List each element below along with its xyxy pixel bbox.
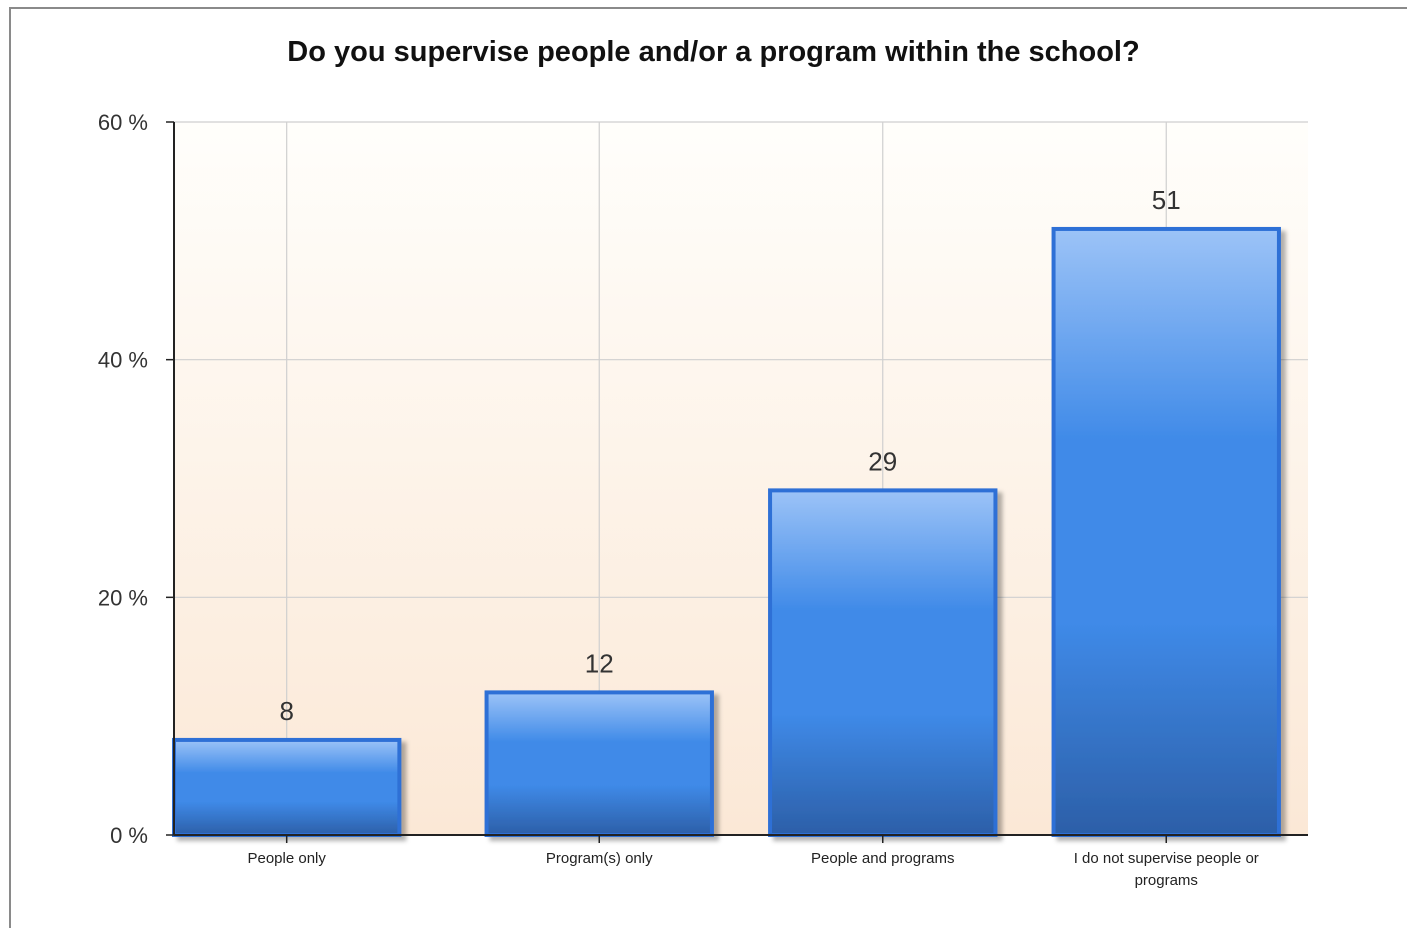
- x-tick-label: I do not supervise people or: [1074, 850, 1259, 867]
- x-tick-label: Program(s) only: [546, 850, 653, 867]
- x-tick-label: programs: [1135, 872, 1198, 889]
- y-tick-label: 0 %: [110, 823, 148, 848]
- bar: [1051, 226, 1281, 837]
- bar: [172, 737, 402, 838]
- y-tick-label: 60 %: [98, 110, 148, 135]
- bars: [172, 226, 1281, 838]
- data-label: 51: [1152, 185, 1181, 215]
- x-tick-label: People only: [247, 850, 326, 867]
- chart-title: Do you supervise people and/or a program…: [287, 36, 1140, 68]
- ticks: [166, 121, 1167, 843]
- x-tick-label: People and programs: [811, 850, 954, 867]
- labels: 0 % 20 % 40 % 60 % 8 People only 12 Program(s) …: [98, 110, 1259, 889]
- data-label: 29: [868, 446, 897, 476]
- bar: [768, 488, 998, 837]
- bar: [484, 690, 714, 838]
- data-label: 12: [585, 648, 614, 678]
- y-tick-label: 20 %: [98, 585, 148, 610]
- y-tick-label: 40 %: [98, 348, 148, 373]
- data-label: 8: [279, 696, 293, 726]
